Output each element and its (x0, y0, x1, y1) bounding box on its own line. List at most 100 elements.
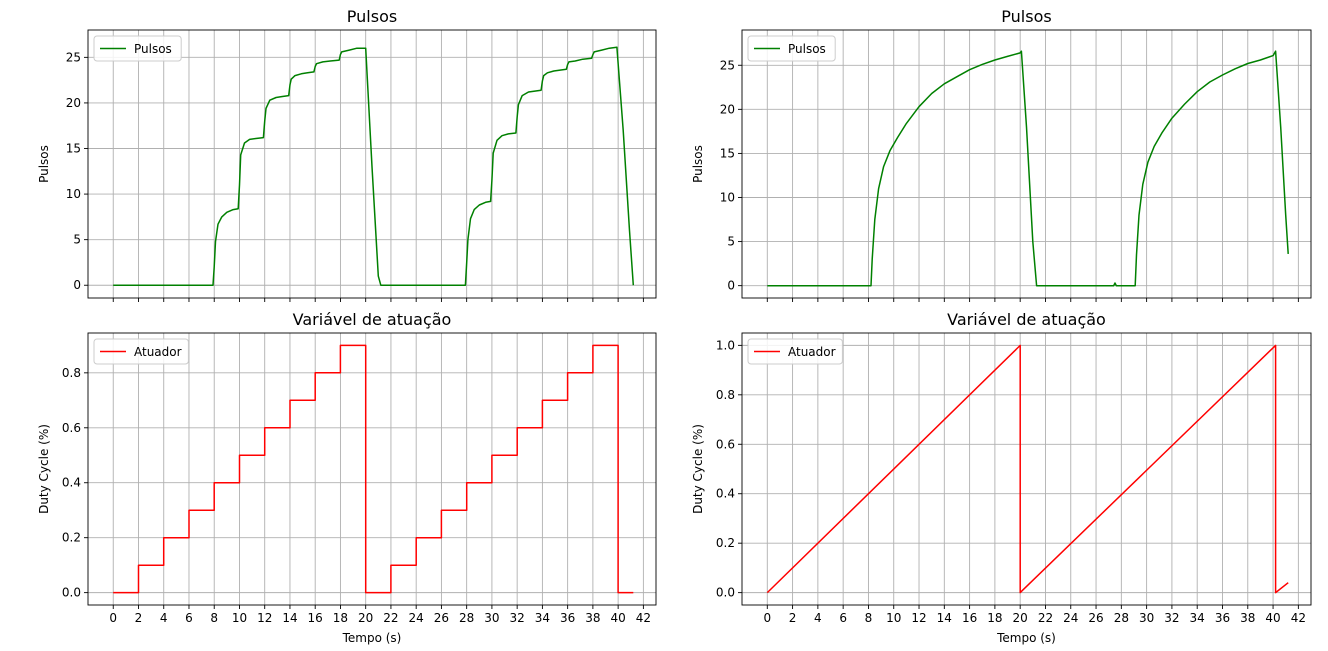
x-tick-label: 24 (409, 611, 424, 625)
x-tick-label: 30 (1139, 611, 1154, 625)
x-axis-label: Tempo (s) (996, 631, 1056, 645)
x-tick-label: 2 (789, 611, 797, 625)
x-tick-label: 22 (383, 611, 398, 625)
y-axis-label: Pulsos (37, 145, 51, 183)
chart-panel-4: 0 2 4 6 8 10 12 14 16 18 20 22 24 26 28 30 32 34 36 38 40 420… (691, 310, 1312, 645)
chart-title: Variável de atuação (947, 310, 1106, 329)
x-tick-label: 8 (865, 611, 873, 625)
y-tick-label: 0 (73, 278, 81, 292)
legend-box (93, 338, 189, 365)
y-tick-label: 10 (720, 191, 735, 205)
legend: Atuador (747, 338, 843, 365)
x-tick-label: 16 (308, 611, 323, 625)
y-tick-label: 5 (727, 235, 735, 249)
x-tick-label: 42 (1291, 611, 1306, 625)
y-tick-label: 1.0 (716, 338, 735, 352)
x-tick-label: 4 (160, 611, 168, 625)
x-tick-label: 38 (1240, 611, 1255, 625)
plot-frame (87, 332, 657, 606)
y-tick-label: 0.0 (716, 586, 735, 600)
legend-label: Pulsos (134, 42, 172, 56)
legend-label: Pulsos (788, 42, 826, 56)
x-tick-label: 28 (1114, 611, 1129, 625)
x-tick-label: 30 (484, 611, 499, 625)
y-tick-label: 20 (66, 96, 81, 110)
x-tick-label: 2 (135, 611, 143, 625)
x-tick-label: 10 (232, 611, 247, 625)
x-tick-label: 14 (282, 611, 297, 625)
series-line-pulsos (113, 46, 635, 286)
x-tick-label: 40 (610, 611, 625, 625)
plot-frame (741, 29, 1312, 299)
x-tick-label: 36 (560, 611, 575, 625)
legend: Pulsos (747, 35, 836, 62)
series-line-pulsos (767, 50, 1289, 287)
grid (88, 333, 656, 605)
plot-frame (741, 332, 1312, 606)
y-tick-label: 0.6 (62, 421, 81, 435)
x-tick-label: 22 (1038, 611, 1053, 625)
x-tick-label: 34 (535, 611, 550, 625)
legend-label: Atuador (788, 345, 836, 359)
x-tick-label: 0 (109, 611, 117, 625)
x-tick-label: 6 (185, 611, 193, 625)
x-tick-label: 16 (962, 611, 977, 625)
legend-box (747, 338, 843, 365)
x-tick-label: 26 (1088, 611, 1103, 625)
y-tick-label: 0.6 (716, 437, 735, 451)
x-tick-label: 12 (911, 611, 926, 625)
y-tick-label: 10 (66, 187, 81, 201)
chart-panel-2: 0 5 10 15 20 25 Pulsos Pulsos Pulsos (691, 7, 1312, 302)
y-axis-label: Duty Cycle (%) (691, 424, 705, 514)
x-tick-label: 32 (510, 611, 525, 625)
y-tick-label: 0.8 (716, 388, 735, 402)
chart-panel-3: 0 2 4 6 8 10 12 14 16 18 20 22 24 26 28 30 32 34 36 38 40 420… (37, 310, 657, 645)
grid (88, 30, 656, 298)
y-tick-label: 25 (720, 58, 735, 72)
x-axis-label: Tempo (s) (342, 631, 402, 645)
y-tick-label: 0.4 (62, 476, 81, 490)
x-tick-label: 8 (210, 611, 218, 625)
y-tick-label: 0.2 (62, 531, 81, 545)
y-tick-label: 0.2 (716, 536, 735, 550)
y-tick-label: 5 (73, 233, 81, 247)
grid (742, 30, 1311, 298)
y-axis-label: Pulsos (691, 145, 705, 183)
series-line-atuador (113, 344, 634, 594)
y-tick-label: 0.0 (62, 586, 81, 600)
legend: Pulsos (93, 35, 182, 62)
x-tick-label: 18 (987, 611, 1002, 625)
chart-title: Pulsos (347, 7, 397, 26)
chart-title: Pulsos (1001, 7, 1051, 26)
x-tick-label: 18 (333, 611, 348, 625)
grid (742, 333, 1311, 605)
x-tick-label: 40 (1265, 611, 1280, 625)
legend-box (747, 35, 836, 62)
x-tick-label: 32 (1164, 611, 1179, 625)
x-tick-label: 6 (839, 611, 847, 625)
x-tick-label: 12 (257, 611, 272, 625)
chart-panel-1: 0 5 10 15 20 25 Pulsos Pulsos Pulsos (37, 7, 657, 302)
y-tick-label: 25 (66, 50, 81, 64)
x-tick-label: 26 (434, 611, 449, 625)
legend-label: Atuador (134, 345, 182, 359)
x-tick-label: 38 (585, 611, 600, 625)
x-tick-label: 20 (358, 611, 373, 625)
x-tick-label: 24 (1063, 611, 1078, 625)
x-tick-label: 10 (886, 611, 901, 625)
y-tick-label: 0.8 (62, 366, 81, 380)
x-tick-label: 34 (1190, 611, 1205, 625)
x-tick-label: 28 (459, 611, 474, 625)
x-tick-label: 36 (1215, 611, 1230, 625)
x-tick-label: 42 (636, 611, 651, 625)
chart-title: Variável de atuação (293, 310, 452, 329)
y-tick-label: 15 (66, 142, 81, 156)
y-tick-label: 0.4 (716, 487, 735, 501)
x-tick-label: 4 (814, 611, 822, 625)
legend-box (93, 35, 182, 62)
y-axis-label: Duty Cycle (%) (37, 424, 51, 514)
x-tick-label: 0 (763, 611, 771, 625)
series-line-atuador (766, 344, 1289, 594)
y-tick-label: 15 (720, 146, 735, 160)
